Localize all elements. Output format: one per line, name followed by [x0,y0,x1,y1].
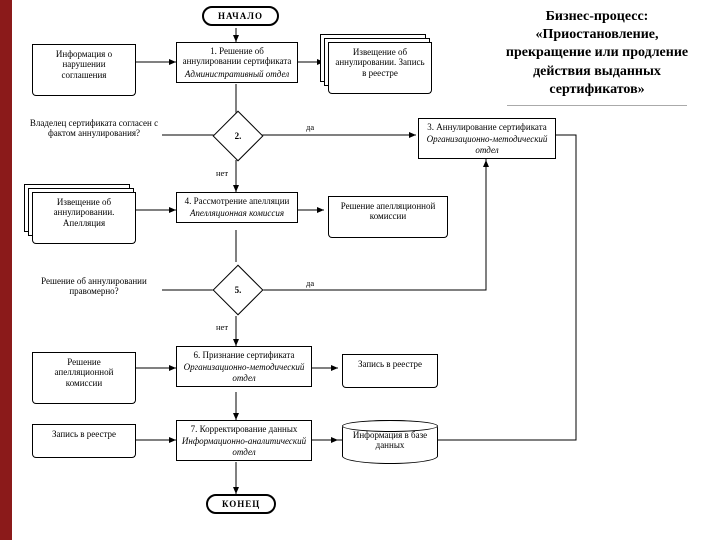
step-actor: Апелляционная комиссия [181,208,293,218]
step-actor: Административный отдел [181,69,293,79]
step-title: 6. Признание сертификата [194,350,295,360]
question-text: Владелец сертификата согласен с фактом а… [30,118,158,138]
process-step-1: 1. Решение об аннулировании сертификата … [176,42,298,83]
edge-yes: да [306,122,314,132]
document-notice-annul: Извещение об аннулировании. Запись в рее… [328,42,432,88]
step-title: 7. Корректирование данных [191,424,298,434]
document-info-violation: Информация о нарушении соглашения [32,44,136,90]
document-notice-appel: Извещение об аннулировании. Апелляция [32,192,136,238]
sidebar-accent [0,0,12,540]
process-step-6: 6. Признание сертификата Организационно-… [176,346,312,387]
edge-no: нет [216,322,228,332]
step-actor: Организационно-методический отдел [181,362,307,383]
question-text: Решение об аннулировании правомерно? [41,276,147,296]
document-appel-result: Решение апелляционной комиссии [328,196,448,232]
step-title: 1. Решение об аннулировании сертификата [183,46,292,66]
edge-yes: да [306,278,314,288]
decision-label: 5. [235,285,242,295]
terminator-label: НАЧАЛО [218,11,263,21]
document-reg-entry-1: Запись в реестре [342,354,438,382]
decision-2: 2. [212,110,264,162]
doc-label: Информация о нарушении соглашения [56,49,112,80]
decision-label: 2. [235,131,242,141]
terminator-end: КОНЕЦ [206,494,276,514]
doc-label: Извещение об аннулировании. Запись в рее… [335,47,424,78]
edge-no: нет [216,168,228,178]
step-actor: Информационно-аналитический отдел [181,436,307,457]
decision-question-lawful: Решение об аннулировании правомерно? [24,276,164,297]
database-icon: Информация в базе данных [342,420,438,464]
process-step-4: 4. Рассмотрение апелляции Апелляционная … [176,192,298,223]
process-step-3: 3. Аннулирование сертификата Организацио… [418,118,556,159]
step-actor: Организационно-методический отдел [423,134,551,155]
terminator-label: КОНЕЦ [222,499,260,509]
step-title: 4. Рассмотрение апелляции [185,196,290,206]
doc-label: Запись в реестре [358,359,422,369]
doc-label: Решение апелляционной комиссии [341,201,436,221]
step-title: 3. Аннулирование сертификата [427,122,546,132]
decision-5: 5. [212,264,264,316]
decision-question-owner: Владелец сертификата согласен с фактом а… [24,118,164,139]
process-step-7: 7. Корректирование данных Информационно-… [176,420,312,461]
doc-label: Запись в реестре [52,429,116,439]
doc-label: Извещение об аннулировании. Апелляция [54,197,115,228]
flowchart-canvas: НАЧАЛО Информация о нарушении соглашения… [16,0,716,540]
document-reg-entry-2: Запись в реестре [32,424,136,452]
doc-label: Решение апелляционной комиссии [55,357,114,388]
document-appel-result-2: Решение апелляционной комиссии [32,352,136,398]
terminator-start: НАЧАЛО [202,6,279,26]
db-label: Информация в базе данных [353,430,427,450]
